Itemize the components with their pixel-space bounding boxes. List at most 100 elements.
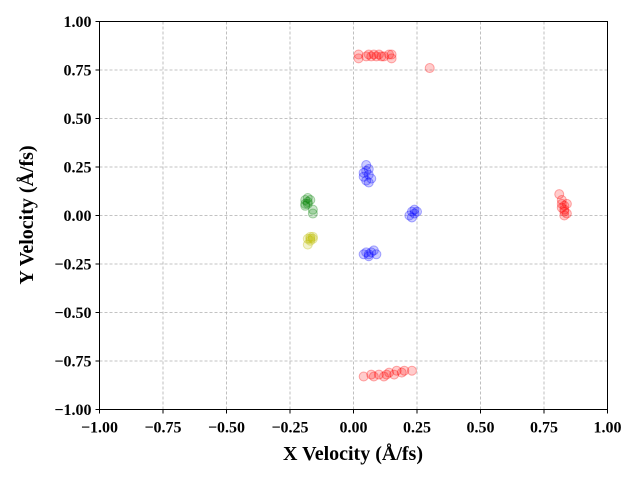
scatter-point-series-3 <box>300 194 311 205</box>
y-tick-label: 1.00 <box>64 14 92 31</box>
data-points <box>300 49 572 382</box>
scatter-point-series-1 <box>561 208 572 219</box>
scatter-point-series-1 <box>559 200 570 211</box>
scatter-point-series-4 <box>302 239 313 250</box>
scatter-point-series-1 <box>368 371 379 382</box>
scatter-point-series-2 <box>371 249 382 260</box>
scatter-point-series-2 <box>361 165 372 176</box>
scatter-point-series-1 <box>396 367 407 378</box>
scatter-point-series-2 <box>361 247 372 258</box>
scatter-point-series-1 <box>386 53 397 64</box>
scatter-point-series-1 <box>389 369 400 380</box>
y-tick-label: 0.25 <box>64 160 92 177</box>
x-tick-labels: −1.00 −0.75 −0.50 −0.25 0.00 0.25 0.50 0.75 1.00 <box>81 420 622 437</box>
scatter-point-series-1 <box>381 369 392 380</box>
scatter-point-series-2 <box>363 163 374 174</box>
scatter-point-series-1 <box>424 63 435 74</box>
x-tick-label: −0.75 <box>144 420 181 437</box>
scatter-point-series-1 <box>363 49 374 60</box>
scatter-point-series-1 <box>384 49 395 60</box>
scatter-point-series-4 <box>305 231 316 242</box>
scatter-point-series-2 <box>404 210 415 221</box>
scatter-point-series-2 <box>366 173 377 184</box>
scatter-point-series-2 <box>406 212 417 223</box>
scatter-point-series-1 <box>368 49 379 60</box>
x-tick-label: 0.25 <box>403 420 431 437</box>
ticks <box>95 21 608 414</box>
scatter-point-series-1 <box>376 51 387 62</box>
scatter-point-series-3 <box>300 198 311 209</box>
scatter-point-series-1 <box>561 198 572 209</box>
scatter-point-series-2 <box>363 169 374 180</box>
scatter-point-series-3 <box>300 200 311 211</box>
scatter-point-series-2 <box>409 204 420 215</box>
scatter-point-series-3 <box>307 204 318 215</box>
scatter-point-series-2 <box>406 206 417 217</box>
scatter-point-series-4 <box>302 233 313 244</box>
scatter-point-series-2 <box>358 249 369 260</box>
scatter-point-series-2 <box>412 206 422 217</box>
scatter-point-series-4 <box>307 233 318 244</box>
x-tick-label: 1.00 <box>594 420 622 437</box>
scatter-point-series-1 <box>353 53 364 64</box>
scatter-point-series-1 <box>556 202 567 213</box>
x-tick-label: 0.00 <box>340 420 368 437</box>
y-tick-label: 0.00 <box>64 208 92 225</box>
x-axis-label: X Velocity (Å/fs) <box>283 442 423 465</box>
scatter-point-series-1 <box>378 371 389 382</box>
scatter-point-series-1 <box>358 371 369 382</box>
scatter-point-series-1 <box>559 204 570 215</box>
scatter-point-series-2 <box>363 251 374 262</box>
scatter-point-series-1 <box>391 365 402 376</box>
x-tick-label: 0.75 <box>530 420 558 437</box>
x-tick-label: 0.50 <box>467 420 495 437</box>
scatter-point-series-1 <box>554 189 565 200</box>
y-tick-label: −1.00 <box>54 402 91 419</box>
scatter-point-series-1 <box>371 51 382 62</box>
x-tick-label: −1.00 <box>81 420 118 437</box>
y-tick-labels: −1.00 −0.75 −0.50 −0.25 0.00 0.25 0.50 0.75 1.00 <box>54 14 91 419</box>
scatter-point-series-1 <box>556 198 567 209</box>
y-axis-label: Y Velocity (Å/fs) <box>15 145 38 284</box>
scatter-point-series-2 <box>358 171 369 182</box>
scatter-point-series-2 <box>358 167 369 178</box>
y-tick-label: −0.25 <box>54 257 91 274</box>
scatter-point-series-1 <box>373 49 384 60</box>
scatter-point-series-1 <box>399 365 410 376</box>
scatter-point-series-3 <box>302 196 313 207</box>
scatter-point-series-2 <box>363 249 374 260</box>
scatter-point-series-3 <box>307 208 318 219</box>
y-tick-label: −0.75 <box>54 354 91 371</box>
scatter-point-series-1 <box>559 206 570 217</box>
scatter-point-series-3 <box>305 194 316 205</box>
scatter-point-series-2 <box>361 160 372 171</box>
scatter-point-series-1 <box>373 369 384 380</box>
scatter-point-series-2 <box>363 177 374 188</box>
scatter-point-series-1 <box>353 49 364 60</box>
scatter-point-series-1 <box>406 365 417 376</box>
x-tick-label: −0.25 <box>271 420 308 437</box>
scatter-point-series-1 <box>556 194 567 205</box>
scatter-point-series-3 <box>302 193 313 204</box>
x-tick-label: −0.50 <box>208 420 245 437</box>
y-tick-label: 0.75 <box>64 63 92 80</box>
scatter-point-series-2 <box>368 245 379 256</box>
scatter-point-series-2 <box>361 175 372 186</box>
y-tick-label: −0.50 <box>54 305 91 322</box>
scatter-point-series-2 <box>366 247 377 258</box>
scatter-point-series-1 <box>366 369 377 380</box>
scatter-point-series-1 <box>386 49 397 60</box>
scatter-point-series-1 <box>366 51 377 62</box>
scatter-point-series-3 <box>302 198 313 209</box>
y-tick-label: 0.50 <box>64 111 92 128</box>
scatter-point-series-4 <box>305 233 316 244</box>
scatter-point-series-2 <box>409 208 420 219</box>
scatter-point-series-4 <box>305 235 316 246</box>
scatter-point-series-1 <box>361 51 372 62</box>
scatter-point-series-4 <box>307 231 318 242</box>
scatter-point-series-1 <box>559 210 570 221</box>
scatter-point-series-1 <box>378 51 389 62</box>
